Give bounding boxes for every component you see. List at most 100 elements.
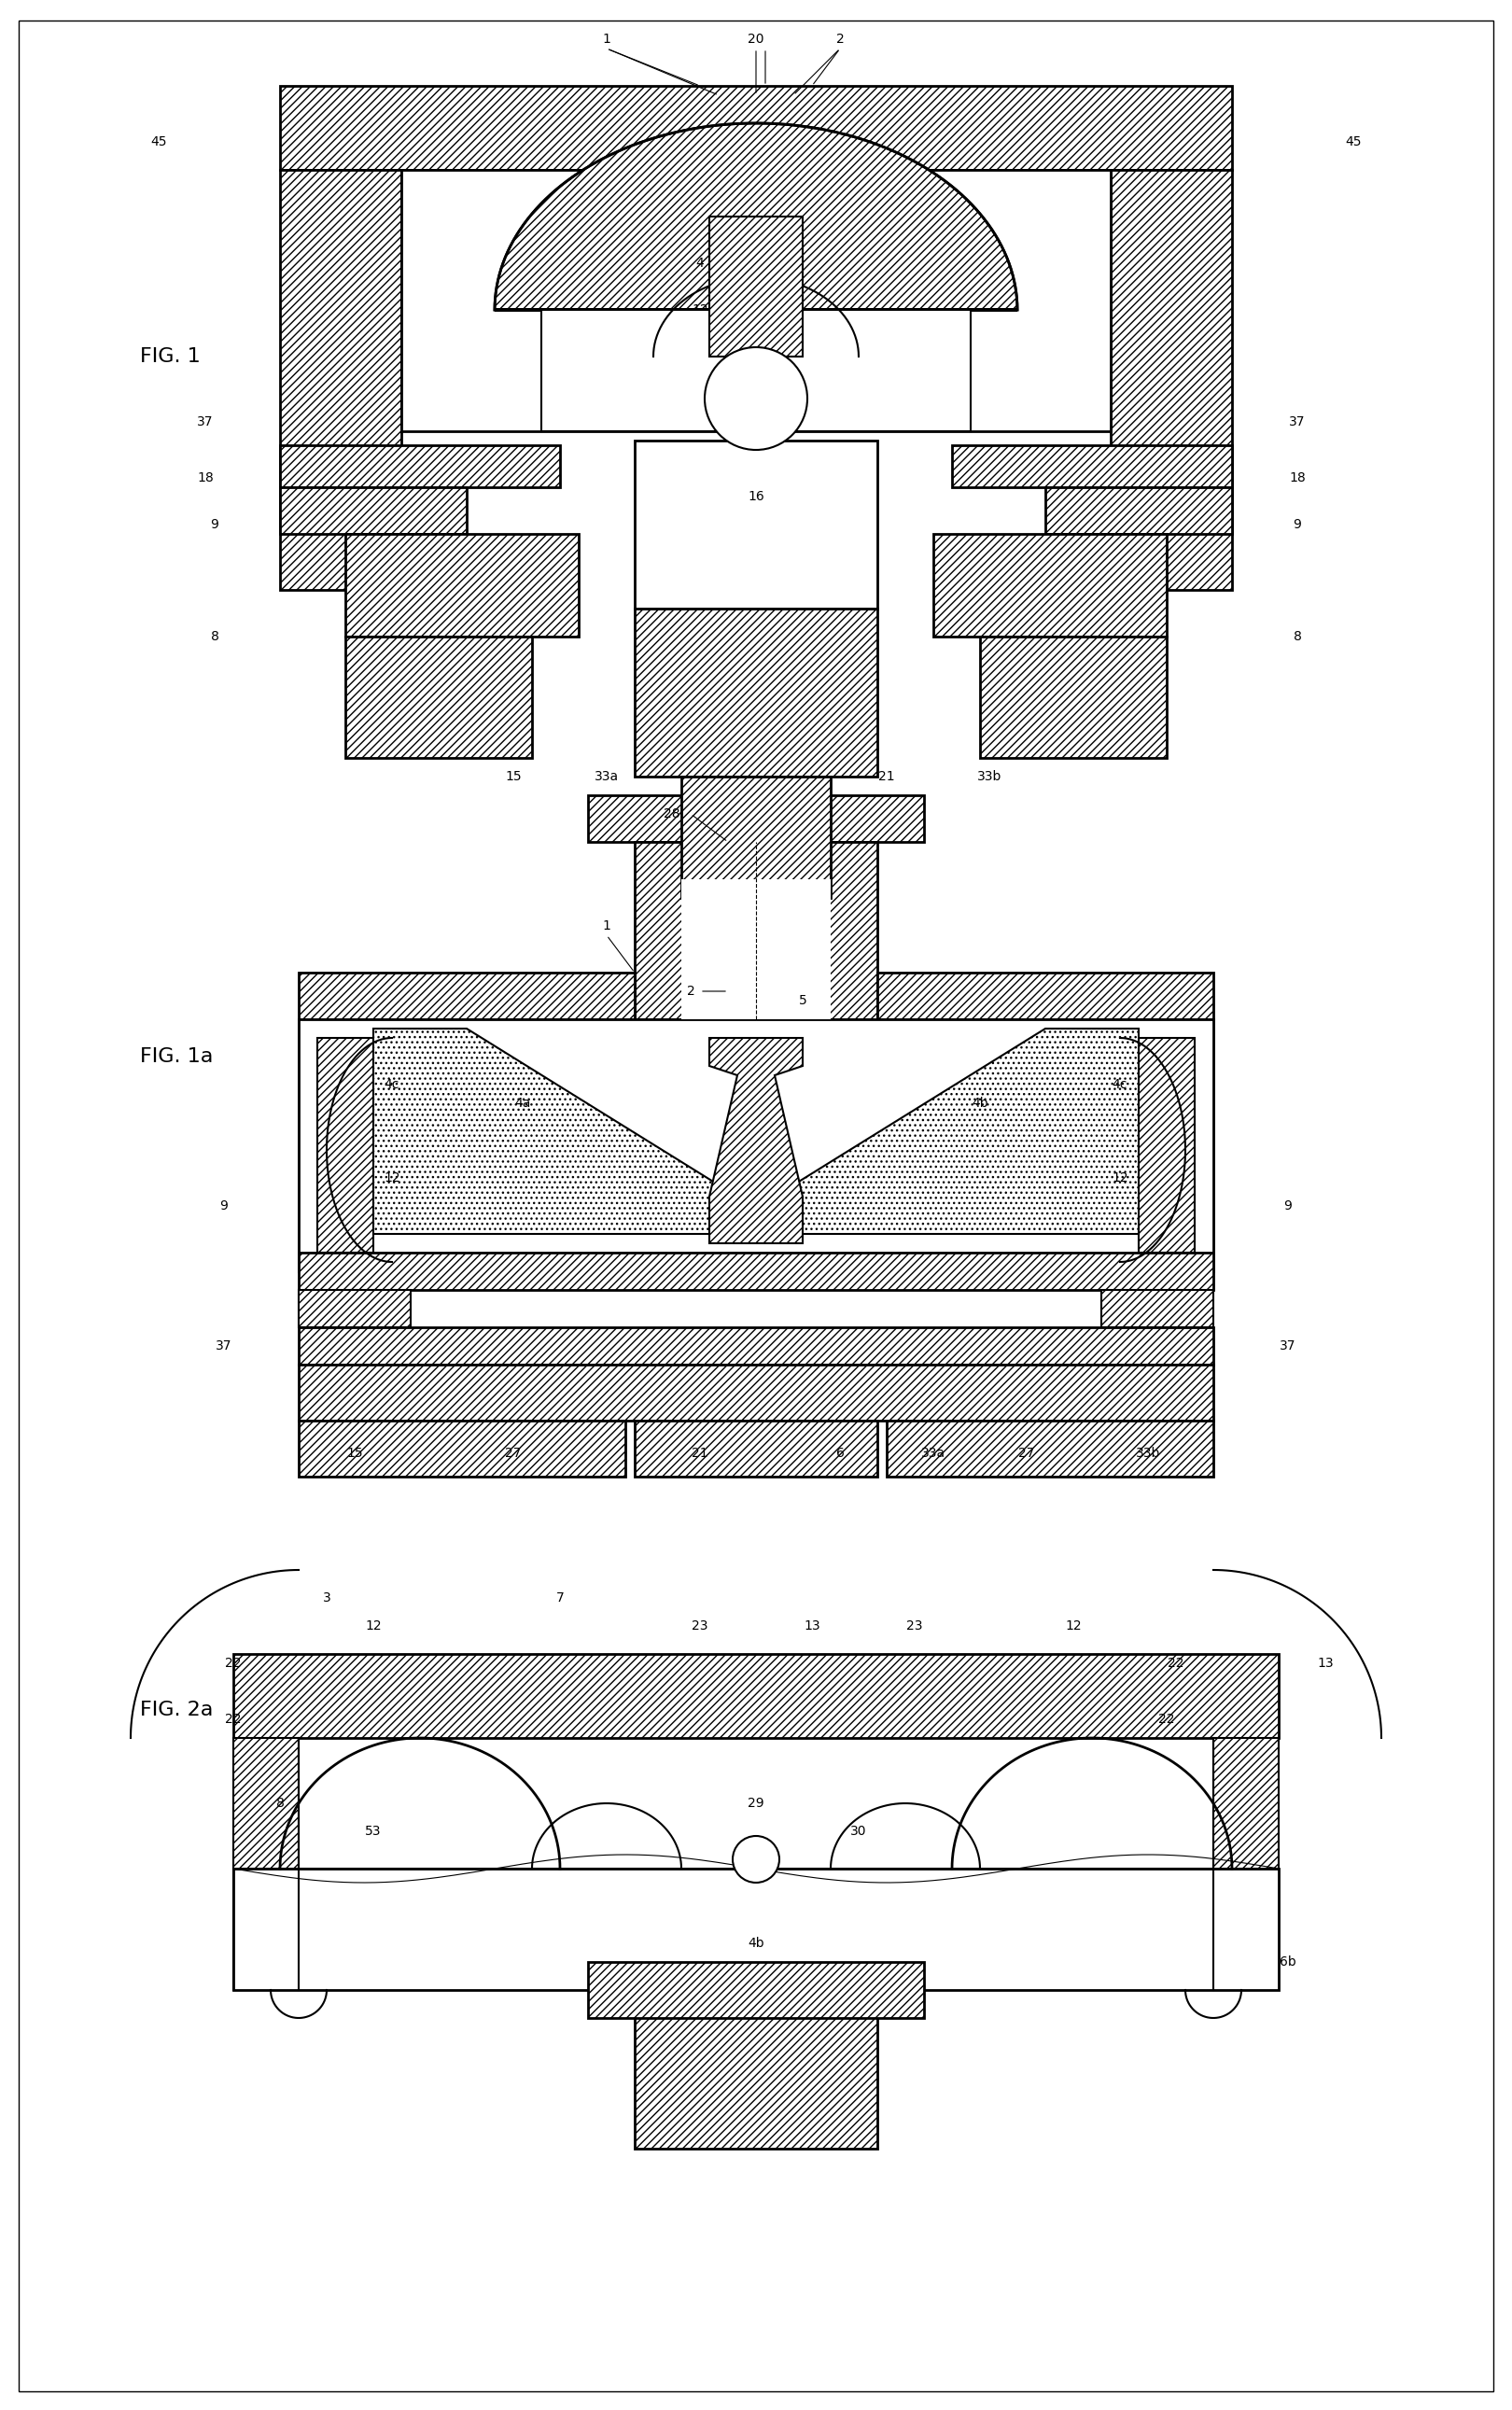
Text: 16: 16	[767, 1210, 783, 1222]
Circle shape	[733, 1836, 779, 1882]
Bar	[280, 169, 401, 590]
Bar	[933, 535, 1167, 636]
Text: 23: 23	[692, 1620, 708, 1632]
Polygon shape	[774, 1029, 1139, 1234]
Bar	[1101, 1289, 1213, 1328]
Text: 2: 2	[836, 34, 844, 46]
Text: 22: 22	[225, 1656, 242, 1670]
Text: 6: 6	[836, 1446, 844, 1460]
Text: 22: 22	[1167, 1656, 1184, 1670]
Bar	[588, 1962, 924, 2017]
Text: FIG. 1: FIG. 1	[141, 347, 201, 366]
Text: 2: 2	[686, 986, 694, 998]
Bar	[1139, 1019, 1213, 1270]
Text: 15: 15	[346, 1446, 363, 1460]
Bar	[299, 974, 635, 1019]
Text: 9: 9	[210, 518, 219, 530]
Bar	[345, 535, 579, 636]
Text: 37: 37	[1279, 1340, 1296, 1352]
Polygon shape	[709, 1039, 803, 1244]
Text: 12: 12	[364, 1620, 381, 1632]
Text: 4c: 4c	[1113, 1077, 1128, 1092]
Text: 12: 12	[384, 1171, 401, 1183]
Bar	[233, 1868, 1279, 1991]
Bar	[401, 169, 1111, 431]
Text: 12: 12	[692, 304, 708, 316]
Bar	[682, 880, 830, 1019]
Text: 27: 27	[1019, 1446, 1034, 1460]
Text: 33b: 33b	[1136, 1446, 1160, 1460]
Bar	[345, 636, 532, 757]
Text: 45: 45	[151, 135, 166, 149]
Bar	[635, 1991, 877, 2150]
Polygon shape	[494, 123, 1018, 311]
Text: 9: 9	[219, 1200, 228, 1212]
Bar	[280, 87, 1232, 169]
Bar	[635, 1419, 877, 1477]
Text: 8: 8	[210, 629, 219, 643]
Text: 4b: 4b	[972, 1097, 989, 1109]
Bar	[299, 1364, 1213, 1419]
Text: 5: 5	[798, 993, 807, 1007]
Text: 13: 13	[1317, 1656, 1334, 1670]
Text: 37: 37	[197, 415, 213, 429]
Circle shape	[705, 347, 807, 451]
Text: 27: 27	[692, 378, 708, 390]
Bar	[682, 776, 830, 899]
Text: 3: 3	[322, 1591, 331, 1605]
Bar	[541, 311, 971, 431]
Text: 33a: 33a	[594, 771, 618, 783]
Bar	[318, 1039, 373, 1253]
Text: 29: 29	[748, 1798, 764, 1810]
Text: 4a: 4a	[514, 1097, 531, 1109]
Bar	[877, 974, 1213, 1019]
Text: 20: 20	[748, 34, 764, 46]
Text: 12: 12	[1111, 1171, 1128, 1183]
Text: 37: 37	[216, 1340, 233, 1352]
Bar	[299, 1019, 373, 1270]
Bar	[635, 841, 877, 1019]
Text: FIG. 2a: FIG. 2a	[141, 1701, 213, 1718]
Text: 18: 18	[197, 472, 213, 484]
Text: 9: 9	[1284, 1200, 1293, 1212]
Text: 8: 8	[1293, 629, 1302, 643]
Text: 30: 30	[850, 1824, 866, 1839]
Bar	[1045, 487, 1232, 535]
Text: 23: 23	[907, 1620, 922, 1632]
Text: 5a.: 5a.	[754, 1162, 776, 1176]
Text: 4b: 4b	[748, 1938, 764, 1950]
Text: 6b: 6b	[1279, 1955, 1296, 1969]
Text: 9: 9	[1293, 518, 1302, 530]
Text: 7: 7	[556, 1591, 564, 1605]
Bar	[588, 795, 924, 841]
Bar	[233, 1738, 299, 1991]
Text: 12: 12	[1064, 1620, 1081, 1632]
Text: 27: 27	[505, 1446, 522, 1460]
Bar	[727, 357, 785, 402]
Text: 22: 22	[1158, 1714, 1175, 1726]
Bar	[709, 217, 803, 357]
Bar	[299, 1419, 626, 1477]
Text: 53: 53	[366, 1824, 381, 1839]
Bar	[635, 610, 877, 776]
Bar	[635, 441, 877, 610]
Bar	[980, 636, 1167, 757]
Bar	[280, 487, 467, 535]
Bar	[1213, 1738, 1279, 1991]
Text: 22: 22	[225, 1714, 242, 1726]
Text: 13: 13	[804, 1620, 820, 1632]
Text: 16: 16	[748, 489, 764, 504]
Bar	[280, 446, 559, 487]
Text: 21: 21	[878, 771, 895, 783]
Text: 18: 18	[1290, 472, 1306, 484]
Text: 33a: 33a	[921, 1446, 945, 1460]
Bar	[886, 1419, 1213, 1477]
Text: 45: 45	[1346, 135, 1361, 149]
Text: 21: 21	[692, 1446, 708, 1460]
Text: 4c: 4c	[384, 1077, 399, 1092]
Text: 28: 28	[664, 807, 680, 819]
Text: 33b: 33b	[977, 771, 1001, 783]
Text: FIG. 1a: FIG. 1a	[141, 1048, 213, 1065]
Text: 1: 1	[602, 918, 611, 933]
Bar	[299, 1289, 411, 1328]
